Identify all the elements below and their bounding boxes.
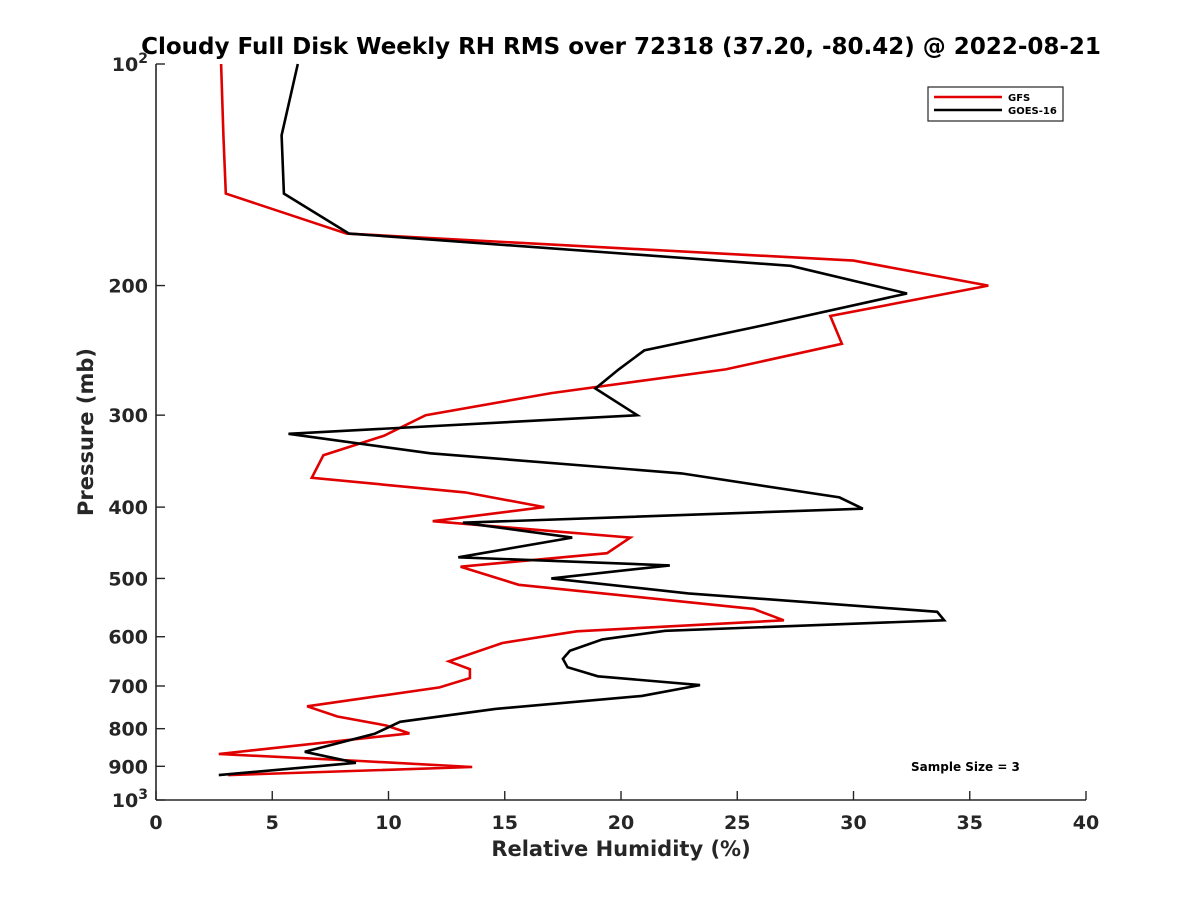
x-tick-label: 5 — [266, 812, 279, 834]
y-tick-label-base: 200 — [108, 276, 148, 298]
x-tick-label: 15 — [492, 812, 518, 834]
y-tick-label-exponent: 3 — [138, 787, 148, 803]
y-tick-label-base: 400 — [108, 497, 148, 519]
x-tick-label: 30 — [840, 812, 866, 834]
y-tick-label: 600 — [108, 627, 148, 649]
x-tick-label: 40 — [1073, 812, 1099, 834]
y-tick-label: 900 — [108, 756, 148, 778]
x-axis-label: Relative Humidity (%) — [491, 837, 750, 861]
y-tick-label-base: 300 — [108, 405, 148, 427]
y-tick-label-base: 700 — [108, 676, 148, 698]
y-tick-label-base: 900 — [108, 756, 148, 778]
y-tick-label-base: 10 — [112, 790, 138, 812]
y-tick-label: 500 — [108, 568, 148, 590]
legend: GFS GOES-16 — [927, 86, 1064, 122]
y-tick-label: 200 — [108, 276, 148, 298]
x-tick-label: 0 — [149, 812, 162, 834]
series-layer — [218, 63, 989, 777]
legend-label-gfs: GFS — [1008, 93, 1030, 104]
y-tick-label: 300 — [108, 405, 148, 427]
y-tick-label: 700 — [108, 676, 148, 698]
x-tick-label: 10 — [375, 812, 401, 834]
y-tick-label: 103 — [112, 787, 148, 812]
y-tick-label: 400 — [108, 497, 148, 519]
y-tick-label-base: 600 — [108, 627, 148, 649]
series-line-gfs — [218, 63, 989, 777]
y-tick-label-base: 800 — [108, 719, 148, 741]
x-tick-label: 20 — [608, 812, 634, 834]
y-tick-label-base: 500 — [108, 568, 148, 590]
x-tick-label: 35 — [957, 812, 983, 834]
chart-title: Cloudy Full Disk Weekly RH RMS over 7231… — [141, 34, 1101, 60]
y-axis-label: Pressure (mb) — [74, 348, 98, 516]
y-tick-label: 102 — [112, 51, 148, 76]
sample-size-annotation: Sample Size = 3 — [911, 760, 1020, 774]
legend-label-goes16: GOES-16 — [1008, 106, 1057, 117]
y-tick-label-base: 10 — [112, 54, 138, 76]
series-line-goes16 — [218, 63, 947, 777]
y-tick-label: 800 — [108, 719, 148, 741]
x-axis-ticks: 0 5 10 15 20 25 30 35 40 — [149, 791, 1099, 834]
legend-box — [927, 86, 1064, 122]
x-tick-label: 25 — [724, 812, 750, 834]
y-tick-label-exponent: 2 — [138, 51, 148, 67]
